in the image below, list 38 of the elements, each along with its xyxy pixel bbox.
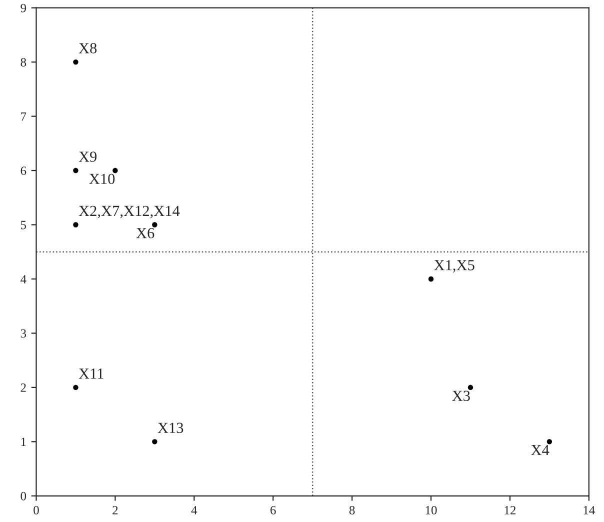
point <box>73 59 78 65</box>
point <box>112 168 118 174</box>
x-tick-label: 0 <box>34 506 39 514</box>
point <box>73 222 78 228</box>
annotation: X1,X5 <box>434 260 474 273</box>
y-tick-label: 3 <box>20 329 26 338</box>
y-tick-label: 2 <box>20 384 26 392</box>
point <box>468 384 474 390</box>
x-tick-label: 12 <box>504 506 516 514</box>
y-tick-label: 5 <box>20 220 26 230</box>
y-tick-label: 9 <box>20 4 26 12</box>
annotation: X4 <box>531 444 550 456</box>
annotation: X9 <box>78 152 97 162</box>
x-tick-label: 6 <box>270 506 276 514</box>
annotation: X2,X7,X12,X14 <box>78 206 180 218</box>
point <box>73 168 78 174</box>
y-tick-label: 1 <box>21 438 26 446</box>
annotation: X8 <box>78 43 97 54</box>
y-tick-label: 7 <box>21 112 26 121</box>
x-tick-label: 14 <box>584 506 595 514</box>
x-tick-label: 4 <box>191 506 198 514</box>
point <box>428 276 434 282</box>
point <box>152 222 158 228</box>
y-tick-label: 8 <box>20 58 26 67</box>
x-tick-label: 8 <box>349 506 355 514</box>
annotation: X13 <box>158 422 184 434</box>
x-tick-label: 10 <box>426 506 437 514</box>
y-tick-label: 0 <box>20 492 26 500</box>
point <box>73 384 78 390</box>
y-tick-label: 6 <box>20 166 26 175</box>
point <box>152 439 158 444</box>
x-tick-label: 2 <box>112 506 118 514</box>
point <box>546 439 552 444</box>
annotation: X3 <box>452 390 470 401</box>
annotation: X10 <box>89 174 115 184</box>
annotation: X6 <box>136 228 154 238</box>
y-tick-label: 4 <box>20 275 26 284</box>
annotation: X11 <box>78 368 104 379</box>
